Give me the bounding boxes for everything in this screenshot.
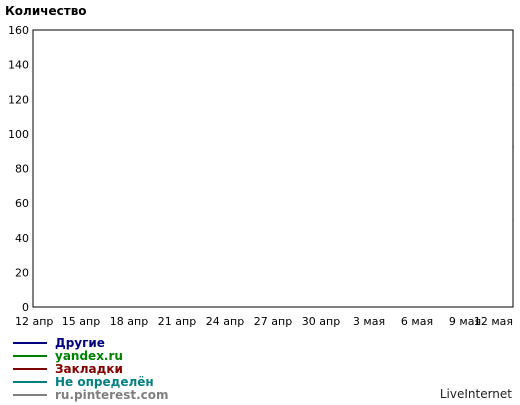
x-tick-label: 18 апр — [110, 315, 148, 328]
legend-label: Закладки — [55, 362, 123, 376]
x-tick-label: 27 апр — [254, 315, 292, 328]
x-tick-label: 9 мая — [449, 315, 481, 328]
y-tick-label: 120 — [8, 93, 29, 106]
y-tick-label: 20 — [15, 266, 29, 279]
x-tick-label: 3 мая — [353, 315, 385, 328]
x-tick-label: 6 мая — [401, 315, 433, 328]
y-axis-ticks: 0 20 40 60 80 100 120 140 160 — [8, 24, 29, 314]
y-tick-label: 80 — [15, 163, 29, 176]
y-tick-label: 140 — [8, 59, 29, 72]
x-axis-ticks: 12 апр 15 апр 18 апр 21 апр 24 апр 27 апр 30 а… — [15, 315, 513, 328]
x-tick-label: 12 мая — [474, 315, 513, 328]
legend-label: yandex.ru — [55, 349, 123, 363]
x-tick-label: 24 апр — [206, 315, 244, 328]
y-tick-label: 60 — [15, 197, 29, 210]
legend-label: Другие — [55, 336, 105, 350]
x-tick-label: 12 апр — [15, 315, 53, 328]
plot-area — [32, 29, 514, 308]
x-tick-label: 30 апр — [302, 315, 340, 328]
legend-label: ru.pinterest.com — [55, 388, 169, 402]
x-tick-label: 15 апр — [62, 315, 100, 328]
legend-label: Не определён — [55, 375, 154, 389]
chart-title: Количество — [5, 4, 87, 18]
y-tick-label: 100 — [8, 128, 29, 141]
x-tick-label: 21 апр — [158, 315, 196, 328]
y-tick-label: 0 — [22, 301, 29, 314]
y-tick-label: 40 — [15, 232, 29, 245]
y-tick-label: 160 — [8, 24, 29, 37]
brand-label: LiveInternet — [440, 387, 512, 401]
